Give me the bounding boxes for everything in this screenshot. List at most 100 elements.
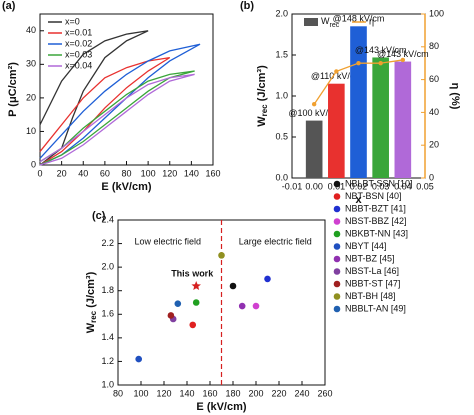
y-axis-label-part: (J/cm³) bbox=[256, 65, 268, 104]
x-tick-label: 180 bbox=[225, 388, 240, 398]
bar-note: @148 kV/cm bbox=[333, 14, 385, 24]
legend-label: NBT-BZ [45] bbox=[345, 253, 395, 263]
point bbox=[167, 312, 175, 319]
bar-note: @143 kV/cm bbox=[355, 45, 407, 55]
y-tick-label: 1.0 bbox=[275, 90, 288, 100]
x-tick-label: 0.05 bbox=[416, 181, 434, 191]
x-tick-label: 220 bbox=[271, 388, 286, 398]
x-tick-label: 60 bbox=[100, 168, 110, 178]
point bbox=[252, 302, 260, 310]
x-tick-label: 20 bbox=[57, 168, 67, 178]
legend-label: NBT-BSN [40] bbox=[345, 191, 402, 201]
point bbox=[229, 282, 237, 290]
point bbox=[238, 302, 246, 310]
legend-label: x=0 bbox=[65, 16, 80, 26]
eta-marker bbox=[378, 61, 383, 66]
point bbox=[192, 299, 200, 306]
x-tick-label: 240 bbox=[294, 388, 309, 398]
x-tick-label: 0 bbox=[37, 168, 42, 178]
legend-label: NBYT [44] bbox=[345, 241, 386, 251]
x-tick-label: 100 bbox=[133, 388, 148, 398]
x-tick-label: 80 bbox=[113, 388, 123, 398]
x-tick-label: -0.01 bbox=[282, 181, 303, 191]
x-tick-label: 0.04 bbox=[394, 181, 412, 191]
legend-swatch bbox=[333, 268, 341, 275]
x-tick-label: 140 bbox=[184, 168, 199, 178]
loop-line bbox=[39, 30, 149, 166]
x-tick-label: 100 bbox=[141, 168, 156, 178]
x-tick-label: 40 bbox=[78, 168, 88, 178]
point bbox=[174, 300, 182, 307]
legend-label: NBST-BBZ [42] bbox=[345, 216, 407, 226]
region-label: Low electric field bbox=[134, 236, 201, 246]
y-tick-label: 0.5 bbox=[275, 131, 288, 141]
legend-label-part: rec bbox=[330, 22, 340, 29]
y-axis-label-part: W bbox=[256, 116, 268, 127]
legend-label: Wrec bbox=[321, 16, 340, 28]
eta-marker bbox=[356, 61, 361, 66]
y-axis-label: Wrec (J/cm³) bbox=[256, 65, 269, 127]
x-tick-label: 160 bbox=[202, 388, 217, 398]
legend-label-part: W bbox=[321, 16, 330, 26]
x-tick-label: 200 bbox=[248, 388, 263, 398]
legend-label: x=0.03 bbox=[65, 49, 92, 59]
bar bbox=[394, 61, 412, 179]
x-axis-label: E (kV/cm) bbox=[196, 401, 246, 413]
eta-marker bbox=[311, 102, 317, 107]
bar-note: @110 kV/cm bbox=[311, 71, 362, 81]
y-tick-label: 2.0 bbox=[101, 262, 114, 272]
bar bbox=[372, 57, 389, 178]
x-tick-label: 120 bbox=[156, 388, 171, 398]
y2-tick-label: 60 bbox=[429, 74, 439, 84]
y-tick-label: 2.2 bbox=[101, 238, 114, 248]
x-tick-label: 120 bbox=[162, 168, 177, 178]
y-tick-label: 10 bbox=[26, 126, 36, 136]
x-axis-label: E (kV/cm) bbox=[101, 181, 151, 193]
x-tick-label: 160 bbox=[205, 168, 220, 178]
bar bbox=[328, 83, 345, 178]
x-tick-label: 260 bbox=[317, 388, 332, 398]
legend-label: NBBT-BZT [41] bbox=[345, 203, 406, 213]
loop-line bbox=[39, 70, 195, 166]
legend-swatch bbox=[333, 193, 341, 200]
legend-label: NBKBT-NN [43] bbox=[345, 228, 408, 238]
eta-marker bbox=[334, 69, 339, 74]
y-tick-label: 2.4 bbox=[101, 214, 114, 224]
y-tick-label: 1.8 bbox=[101, 285, 114, 295]
x-tick-label: 0.00 bbox=[305, 181, 323, 191]
y-axis-label-part: rec bbox=[260, 104, 269, 117]
y-axis-label: Wrec (J/cm³) bbox=[85, 271, 98, 333]
legend-swatch bbox=[333, 243, 341, 250]
point bbox=[264, 275, 271, 283]
this-work-star bbox=[191, 281, 201, 291]
x-axis-label: x bbox=[355, 194, 362, 206]
legend-label: x=0.01 bbox=[65, 27, 92, 37]
legend-swatch bbox=[333, 205, 341, 213]
panel-label: (b) bbox=[240, 0, 254, 12]
bar-note: @100 kV/cm bbox=[288, 108, 340, 118]
panel-label: (c) bbox=[92, 210, 106, 222]
legend-label: NBT-BH [48] bbox=[345, 291, 396, 301]
y2-axis-label: η (%) bbox=[449, 83, 461, 110]
region-label: Large electric field bbox=[239, 236, 312, 246]
legend-swatch bbox=[333, 180, 341, 188]
legend-label: NBBT-ST [47] bbox=[345, 278, 400, 288]
y-tick-label: 0.0 bbox=[275, 172, 288, 182]
x-tick-label: 140 bbox=[179, 388, 194, 398]
point bbox=[189, 321, 197, 329]
y-axis-label-part: rec bbox=[89, 310, 98, 323]
y-axis-label-part: (J/cm³) bbox=[85, 271, 97, 310]
point bbox=[218, 252, 225, 259]
y2-tick-label: 0 bbox=[429, 172, 434, 182]
y2-tick-label: 100 bbox=[429, 8, 444, 18]
y-axis-label: P (μC/cm²) bbox=[7, 62, 19, 117]
bar-note: @143 kV/cm bbox=[377, 49, 429, 59]
y-axis-label-part: W bbox=[85, 322, 97, 333]
legend-swatch bbox=[333, 218, 341, 225]
legend-swatch bbox=[333, 230, 341, 238]
y-tick-label: 0 bbox=[31, 159, 36, 169]
legend-label: NBLBT-SSN [10] bbox=[345, 178, 413, 188]
loop-line bbox=[39, 43, 201, 166]
y-tick-label: 1.2 bbox=[101, 356, 114, 366]
